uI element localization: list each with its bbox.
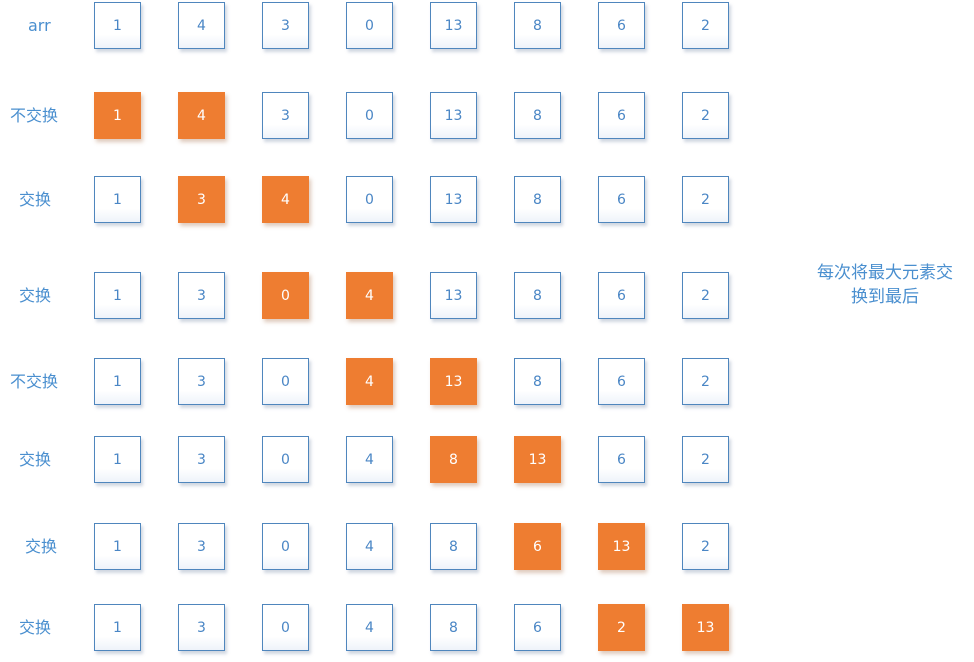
array-element-box: 4 bbox=[346, 523, 393, 570]
array-element-box: 8 bbox=[514, 272, 561, 319]
array-element-box: 8 bbox=[514, 2, 561, 49]
step-label: 交换 bbox=[25, 537, 58, 556]
explanation-note: 每次将最大元素交 换到最后 bbox=[800, 261, 970, 309]
array-element-box: 1 bbox=[94, 436, 141, 483]
array-element-box: 13 bbox=[430, 2, 477, 49]
compared-element-box: 13 bbox=[598, 523, 645, 570]
array-element-box: 2 bbox=[682, 358, 729, 405]
array-element-box: 4 bbox=[346, 604, 393, 651]
array-element-box: 2 bbox=[682, 272, 729, 319]
array-element-box: 1 bbox=[94, 272, 141, 319]
compared-element-box: 2 bbox=[598, 604, 645, 651]
compared-element-box: 1 bbox=[94, 92, 141, 139]
array-element-box: 2 bbox=[682, 92, 729, 139]
array-element-box: 2 bbox=[682, 436, 729, 483]
array-element-box: 13 bbox=[430, 176, 477, 223]
array-element-box: 6 bbox=[598, 176, 645, 223]
compared-element-box: 3 bbox=[178, 176, 225, 223]
array-element-box: 2 bbox=[682, 176, 729, 223]
compared-element-box: 4 bbox=[262, 176, 309, 223]
array-element-box: 3 bbox=[178, 358, 225, 405]
compared-element-box: 8 bbox=[430, 436, 477, 483]
compared-element-box: 0 bbox=[262, 272, 309, 319]
array-element-box: 3 bbox=[262, 92, 309, 139]
array-element-box: 1 bbox=[94, 176, 141, 223]
array-element-box: 1 bbox=[94, 604, 141, 651]
array-element-box: 6 bbox=[514, 604, 561, 651]
array-element-box: 0 bbox=[346, 2, 393, 49]
array-element-box: 6 bbox=[598, 2, 645, 49]
array-element-box: 0 bbox=[262, 523, 309, 570]
step-label: 不交换 bbox=[10, 106, 59, 125]
step-label: 交换 bbox=[19, 450, 52, 469]
array-element-box: 2 bbox=[682, 2, 729, 49]
array-element-box: 3 bbox=[178, 523, 225, 570]
array-element-box: 4 bbox=[178, 2, 225, 49]
array-element-box: 1 bbox=[94, 2, 141, 49]
array-element-box: 1 bbox=[94, 358, 141, 405]
array-element-box: 13 bbox=[430, 272, 477, 319]
step-label: 交换 bbox=[19, 286, 52, 305]
array-element-box: 6 bbox=[598, 358, 645, 405]
compared-element-box: 4 bbox=[178, 92, 225, 139]
compared-element-box: 13 bbox=[430, 358, 477, 405]
compared-element-box: 13 bbox=[514, 436, 561, 483]
array-element-box: 8 bbox=[514, 358, 561, 405]
array-element-box: 0 bbox=[346, 92, 393, 139]
array-element-box: 0 bbox=[346, 176, 393, 223]
step-label: 交换 bbox=[19, 618, 52, 637]
compared-element-box: 13 bbox=[682, 604, 729, 651]
array-element-box: 8 bbox=[514, 176, 561, 223]
array-element-box: 6 bbox=[598, 92, 645, 139]
step-label: 交换 bbox=[19, 190, 52, 209]
array-element-box: 4 bbox=[346, 436, 393, 483]
array-element-box: 3 bbox=[178, 436, 225, 483]
array-element-box: 3 bbox=[262, 2, 309, 49]
step-label: 不交换 bbox=[10, 372, 59, 391]
array-element-box: 3 bbox=[178, 272, 225, 319]
array-element-box: 1 bbox=[94, 523, 141, 570]
array-element-box: 6 bbox=[598, 436, 645, 483]
array-element-box: 0 bbox=[262, 358, 309, 405]
compared-element-box: 4 bbox=[346, 358, 393, 405]
array-element-box: 8 bbox=[430, 523, 477, 570]
array-element-box: 8 bbox=[430, 604, 477, 651]
note-line-1: 每次将最大元素交 bbox=[817, 263, 953, 283]
compared-element-box: 6 bbox=[514, 523, 561, 570]
array-label: arr bbox=[28, 16, 51, 35]
array-element-box: 3 bbox=[178, 604, 225, 651]
compared-element-box: 4 bbox=[346, 272, 393, 319]
array-element-box: 0 bbox=[262, 436, 309, 483]
array-element-box: 0 bbox=[262, 604, 309, 651]
array-element-box: 2 bbox=[682, 523, 729, 570]
array-element-box: 13 bbox=[430, 92, 477, 139]
note-line-2: 换到最后 bbox=[851, 287, 919, 307]
array-element-box: 6 bbox=[598, 272, 645, 319]
array-element-box: 8 bbox=[514, 92, 561, 139]
